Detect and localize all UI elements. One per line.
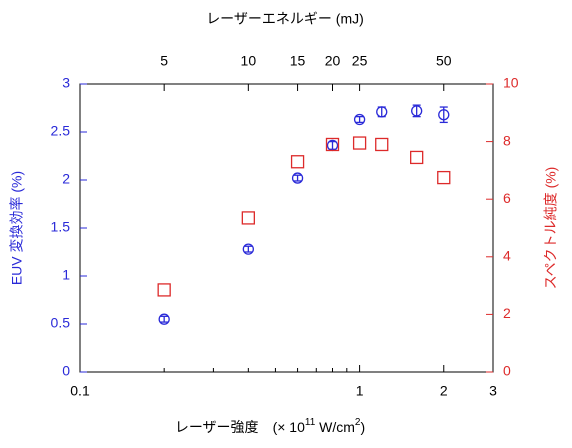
point xyxy=(291,172,304,184)
plot-frame xyxy=(79,83,494,373)
y-tick-label: 1.5 xyxy=(51,219,71,235)
y-tick-label: 2 xyxy=(62,171,70,187)
point xyxy=(437,170,451,185)
x-unit: 11 xyxy=(305,417,316,428)
x-tick-label: 2 xyxy=(440,383,448,399)
point xyxy=(352,136,367,150)
x-unit: (× 10 xyxy=(273,419,306,435)
top-axis-title: レーザーエネルギー (mJ) xyxy=(206,11,364,27)
y-tick-label: 0.5 xyxy=(51,315,71,331)
y2-tick-label: 6 xyxy=(503,190,511,206)
point xyxy=(325,137,340,152)
x-unit: W/cm xyxy=(315,419,355,435)
y-tick-label: 3 xyxy=(62,75,70,91)
x-tick-label: 3 xyxy=(489,383,497,399)
y2-tick-label: 0 xyxy=(503,363,511,379)
point xyxy=(290,155,305,169)
y2-tick-label: 4 xyxy=(503,248,511,264)
y2-axis-title: スペクトル純度 (%) xyxy=(543,167,559,290)
y-tick-label: 1 xyxy=(62,267,70,283)
x2-tick-label: 5 xyxy=(160,53,168,69)
x-unit: 2 xyxy=(355,417,361,428)
point xyxy=(410,150,424,165)
x2-tick-label: 50 xyxy=(436,53,452,69)
x-tick-label: 0.1 xyxy=(70,383,90,399)
y2-tick-label: 8 xyxy=(503,132,511,148)
y-axis-title: EUV 変換効率 (%) xyxy=(9,171,25,285)
point xyxy=(157,283,171,297)
point xyxy=(375,137,389,152)
point xyxy=(438,109,450,121)
y2-tick-label: 2 xyxy=(503,305,511,321)
x2-tick-label: 15 xyxy=(290,53,306,69)
point xyxy=(353,113,366,126)
point xyxy=(411,105,423,117)
point xyxy=(158,313,170,325)
x-label: レーザー強度 xyxy=(175,419,259,435)
y2-tick-label: 10 xyxy=(503,75,519,91)
y-tick-label: 0 xyxy=(62,363,70,379)
point xyxy=(241,211,255,225)
x-tick-label: 1 xyxy=(356,383,364,399)
point xyxy=(242,243,254,255)
x2-tick-label: 10 xyxy=(241,53,257,69)
x2-tick-label: 20 xyxy=(325,53,341,69)
x-axis-title: レーザー強度 (× 1011 W/cm2) xyxy=(175,417,365,435)
y-tick-label: 2.5 xyxy=(51,123,71,139)
x-unit: ) xyxy=(360,419,365,435)
x2-tick-label: 25 xyxy=(352,53,368,69)
point xyxy=(376,106,388,118)
